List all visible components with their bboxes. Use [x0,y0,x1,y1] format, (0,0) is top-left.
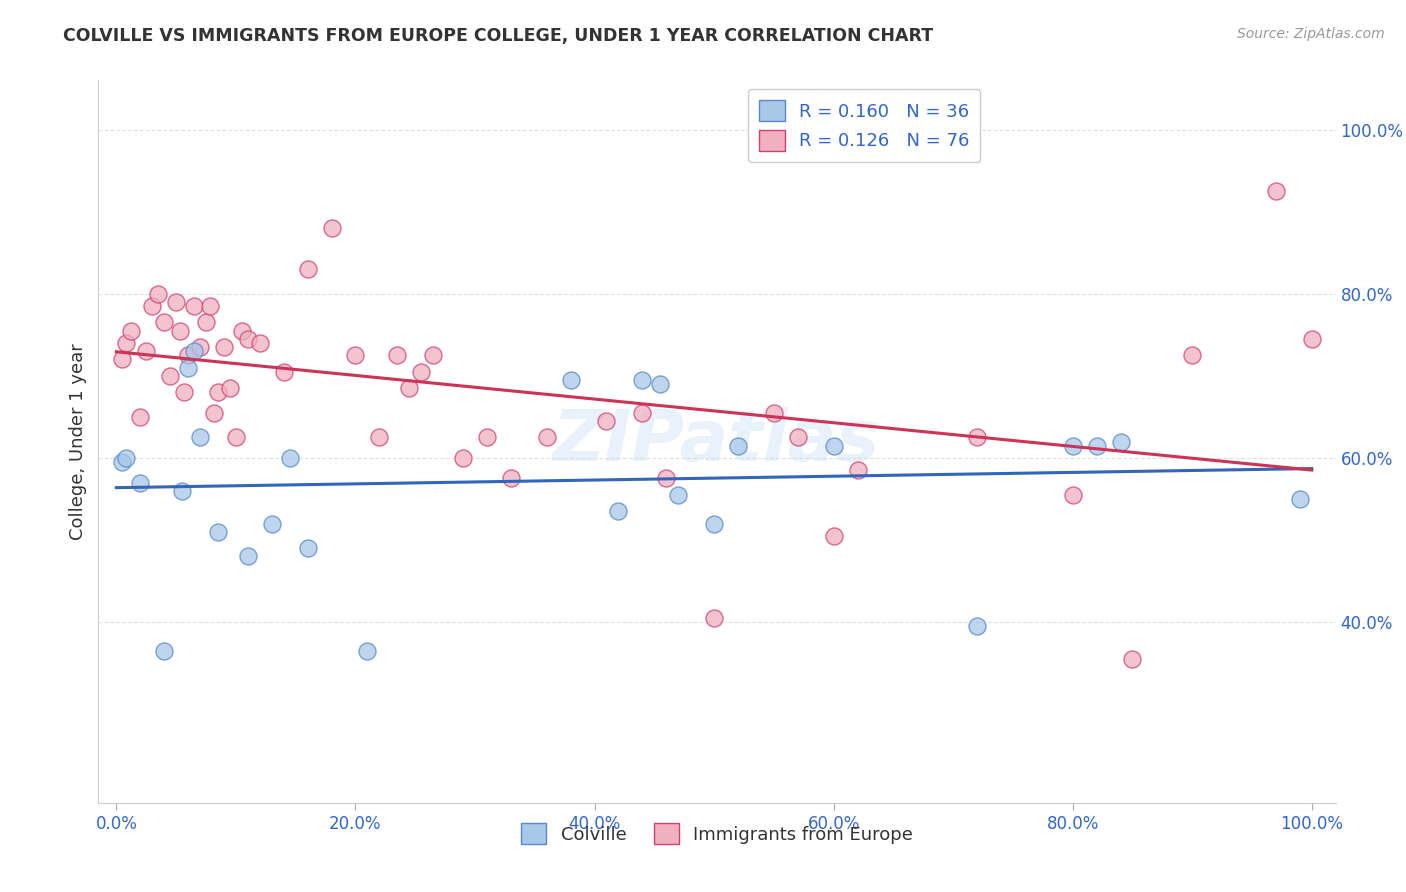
Point [1288,491,1310,506]
Point [172,483,194,498]
Point [111,455,134,469]
Point [451,450,474,465]
Point [207,385,229,400]
Point [666,488,689,502]
Point [1301,332,1323,346]
Point [177,360,200,375]
Point [173,385,195,400]
Point [236,332,259,346]
Point [356,644,378,658]
Point [183,344,205,359]
Point [398,381,420,395]
Point [786,430,808,444]
Point [727,439,749,453]
Point [177,348,200,362]
Point [650,377,672,392]
Point [344,348,367,362]
Point [368,430,391,444]
Point [219,381,242,395]
Point [120,324,142,338]
Y-axis label: College, Under 1 year: College, Under 1 year [69,343,87,540]
Point [169,324,191,338]
Point [225,430,247,444]
Point [188,340,211,354]
Point [703,516,725,531]
Point [212,340,235,354]
Point [202,406,225,420]
Point [1121,652,1143,666]
Point [823,529,845,543]
Point [966,619,988,633]
Point [111,352,134,367]
Text: Source: ZipAtlas.com: Source: ZipAtlas.com [1237,27,1385,41]
Point [536,430,558,444]
Text: COLVILLE VS IMMIGRANTS FROM EUROPE COLLEGE, UNDER 1 YEAR CORRELATION CHART: COLVILLE VS IMMIGRANTS FROM EUROPE COLLE… [63,27,934,45]
Point [631,373,654,387]
Point [823,439,845,453]
Point [560,373,582,387]
Point [387,348,409,362]
Point [422,348,444,362]
Point [129,475,152,490]
Point [183,299,205,313]
Point [260,516,283,531]
Point [159,368,181,383]
Point [273,365,295,379]
Point [499,471,522,485]
Point [655,471,678,485]
Point [297,541,319,556]
Point [1085,439,1108,453]
Point [297,262,319,277]
Point [278,450,301,465]
Point [153,644,176,658]
Point [141,299,163,313]
Point [631,406,654,420]
Point [231,324,253,338]
Point [846,463,869,477]
Point [115,450,138,465]
Point [115,336,138,351]
Legend: Colville, Immigrants from Europe: Colville, Immigrants from Europe [513,816,921,852]
Point [762,406,785,420]
Point [1062,439,1084,453]
Point [607,504,630,518]
Point [135,344,157,359]
Point [129,409,152,424]
Point [1264,184,1286,198]
Point [236,549,259,564]
Point [411,365,433,379]
Point [195,316,218,330]
Point [966,430,988,444]
Point [153,316,176,330]
Point [321,221,343,235]
Point [207,524,229,539]
Point [703,611,725,625]
Point [1062,488,1084,502]
Point [188,430,211,444]
Text: ZIPatlas: ZIPatlas [554,407,880,476]
Point [198,299,221,313]
Point [1109,434,1132,449]
Point [595,414,617,428]
Point [165,295,187,310]
Point [249,336,271,351]
Point [475,430,498,444]
Point [148,286,170,301]
Point [1181,348,1204,362]
